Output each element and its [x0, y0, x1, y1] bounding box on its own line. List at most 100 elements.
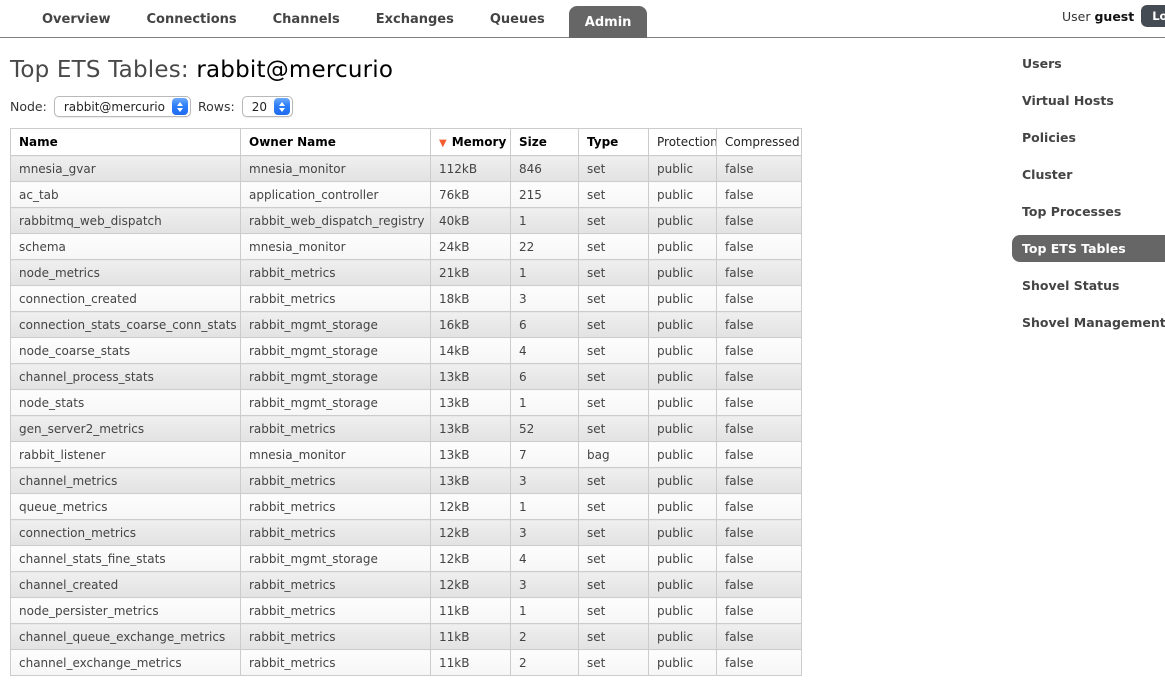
- table-cell: 52: [510, 415, 579, 442]
- table-cell: rabbit_mgmt_storage: [240, 311, 431, 338]
- tab-queues[interactable]: Queues: [489, 11, 545, 27]
- table-cell: channel_metrics: [10, 467, 241, 494]
- table-cell: set: [578, 415, 649, 442]
- table-row: mnesia_gvar mnesia_monitor 112kB 846 set publ…: [10, 155, 802, 182]
- table-cell: false: [716, 623, 802, 650]
- rows-select[interactable]: 20: [241, 96, 293, 117]
- node-select[interactable]: rabbit@mercurio: [53, 96, 191, 117]
- table-cell: queue_metrics: [10, 493, 241, 520]
- table-cell: set: [578, 311, 649, 338]
- table-cell: rabbit_metrics: [240, 493, 431, 520]
- table-cell: 6: [510, 311, 579, 338]
- table-cell: rabbit_metrics: [240, 571, 431, 598]
- table-cell: false: [716, 311, 802, 338]
- table-row: channel_queue_exchange_metrics rabbit_met…: [10, 623, 802, 650]
- table-cell: connection_stats_coarse_conn_stats: [10, 311, 241, 338]
- sidebar-item-users[interactable]: Users: [1022, 56, 1062, 71]
- table-cell: set: [578, 337, 649, 364]
- table-cell: 4: [510, 545, 579, 572]
- sidebar-item-shovel-status[interactable]: Shovel Status: [1022, 278, 1120, 293]
- sidebar-item-policies[interactable]: Policies: [1022, 130, 1076, 145]
- table-cell: false: [716, 285, 802, 312]
- column-header-name[interactable]: Name: [10, 128, 241, 156]
- table-cell: false: [716, 649, 802, 676]
- sort-desc-icon: ▼: [439, 138, 447, 149]
- table-cell: false: [716, 233, 802, 260]
- table-cell: public: [648, 207, 717, 234]
- table-cell: rabbit_listener: [10, 441, 241, 468]
- table-cell: rabbit_mgmt_storage: [240, 337, 431, 364]
- logout-button[interactable]: Log out: [1141, 5, 1165, 27]
- table-cell: 16kB: [430, 311, 511, 338]
- table-header-row: Name Owner Name ▼ Memory Size Type Protection C…: [10, 128, 802, 156]
- table-cell: ac_tab: [10, 181, 241, 208]
- sidebar-item-cluster[interactable]: Cluster: [1022, 167, 1073, 182]
- column-header-owner-name[interactable]: Owner Name: [240, 128, 431, 156]
- column-header-protection[interactable]: Protection: [648, 128, 717, 156]
- table-cell: set: [578, 285, 649, 312]
- table-cell: 13kB: [430, 441, 511, 468]
- table-cell: node_persister_metrics: [10, 597, 241, 624]
- table-cell: 76kB: [430, 181, 511, 208]
- sidebar-item-shovel-management[interactable]: Shovel Management: [1022, 315, 1165, 330]
- page-title: Top ETS Tables: rabbit@mercurio: [10, 57, 1165, 83]
- tab-admin[interactable]: Admin: [568, 6, 648, 38]
- sidebar-item-top-ets-tables[interactable]: Top ETS Tables: [1012, 235, 1165, 262]
- table-cell: channel_exchange_metrics: [10, 649, 241, 676]
- table-cell: bag: [578, 441, 649, 468]
- sidebar-menu: Users Virtual Hosts Policies Cluster Top Pro…: [1012, 50, 1165, 336]
- table-cell: public: [648, 363, 717, 390]
- table-row: node_coarse_stats rabbit_mgmt_storage 14kB…: [10, 337, 802, 364]
- table-row: channel_process_stats rabbit_mgmt_storage…: [10, 363, 802, 390]
- table-row: node_persister_metrics rabbit_metrics 11kB…: [10, 597, 802, 624]
- column-header-compressed[interactable]: Compressed: [716, 128, 802, 156]
- tab-overview[interactable]: Overview: [42, 11, 111, 27]
- column-header-memory[interactable]: ▼ Memory: [430, 128, 511, 156]
- table-cell: rabbit_metrics: [240, 285, 431, 312]
- table-cell: 6: [510, 363, 579, 390]
- tab-channels[interactable]: Channels: [272, 11, 340, 27]
- tab-exchanges[interactable]: Exchanges: [375, 11, 454, 27]
- table-cell: 4: [510, 337, 579, 364]
- table-cell: 2: [510, 623, 579, 650]
- table-cell: public: [648, 597, 717, 624]
- table-cell: public: [648, 623, 717, 650]
- table-cell: false: [716, 519, 802, 546]
- table-cell: public: [648, 441, 717, 468]
- table-cell: false: [716, 363, 802, 390]
- sidebar-item-top-processes[interactable]: Top Processes: [1022, 204, 1122, 219]
- table-cell: rabbit_metrics: [240, 259, 431, 286]
- table-cell: channel_created: [10, 571, 241, 598]
- column-header-type[interactable]: Type: [578, 128, 649, 156]
- table-cell: 215: [510, 181, 579, 208]
- table-cell: set: [578, 363, 649, 390]
- table-cell: 24kB: [430, 233, 511, 260]
- table-row: channel_exchange_metrics rabbit_metrics 11…: [10, 649, 802, 676]
- table-cell: channel_queue_exchange_metrics: [10, 623, 241, 650]
- table-cell: false: [716, 181, 802, 208]
- table-row: channel_created rabbit_metrics 12kB 3 set pub…: [10, 571, 802, 598]
- table-cell: mnesia_gvar: [10, 155, 241, 182]
- table-cell: 3: [510, 519, 579, 546]
- table-cell: public: [648, 545, 717, 572]
- table-cell: node_metrics: [10, 259, 241, 286]
- sidebar-item-virtual-hosts[interactable]: Virtual Hosts: [1022, 93, 1114, 108]
- table-cell: false: [716, 597, 802, 624]
- table-cell: 112kB: [430, 155, 511, 182]
- column-header-size[interactable]: Size: [510, 128, 579, 156]
- table-cell: set: [578, 207, 649, 234]
- table-cell: set: [578, 467, 649, 494]
- table-cell: false: [716, 493, 802, 520]
- user-area: User guest Log out: [1062, 5, 1165, 27]
- table-cell: mnesia_monitor: [240, 233, 431, 260]
- table-row: queue_metrics rabbit_metrics 12kB 1 set publi…: [10, 493, 802, 520]
- table-cell: public: [648, 415, 717, 442]
- table-cell: 13kB: [430, 415, 511, 442]
- table-row: gen_server2_metrics rabbit_metrics 13kB 52 s…: [10, 415, 802, 442]
- table-cell: 11kB: [430, 597, 511, 624]
- table-cell: 3: [510, 285, 579, 312]
- tab-connections[interactable]: Connections: [146, 11, 237, 27]
- table-cell: rabbit_metrics: [240, 415, 431, 442]
- table-cell: rabbit_mgmt_storage: [240, 545, 431, 572]
- table-cell: rabbit_metrics: [240, 467, 431, 494]
